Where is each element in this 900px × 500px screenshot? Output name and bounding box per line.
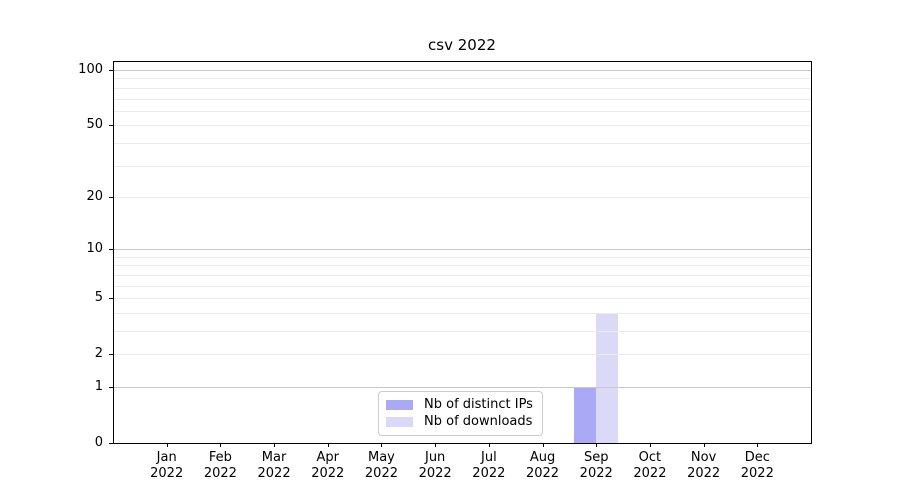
gridline-minor (113, 331, 811, 332)
y-tick-mark (109, 249, 113, 250)
gridline-minor (113, 166, 811, 167)
bar-distinct-ips-sep (574, 386, 597, 443)
y-tick-label: 5 (94, 290, 103, 306)
x-tick-mark (328, 443, 329, 447)
gridline-minor (113, 286, 811, 287)
gridline-minor (113, 354, 811, 355)
y-tick-label: 50 (86, 117, 103, 133)
gridline-major (113, 387, 811, 388)
legend-item-distinct-ips: Nb of distinct IPs (386, 397, 534, 413)
x-tick-label: May 2022 (364, 450, 398, 481)
y-tick-mark (109, 443, 113, 444)
y-tick-label: 2 (94, 346, 103, 362)
y-tick-mark (109, 298, 113, 299)
gridline-minor (113, 313, 811, 314)
x-tick-label: Nov 2022 (687, 450, 721, 481)
y-tick-label: 100 (78, 62, 103, 78)
x-tick-label: Aug 2022 (525, 450, 560, 481)
gridline-minor (113, 298, 811, 299)
x-tick-mark (167, 443, 168, 447)
y-tick-mark (109, 125, 113, 126)
downloads-swatch-icon (386, 417, 413, 427)
x-tick-mark (220, 443, 221, 447)
y-tick-mark (109, 70, 113, 71)
x-tick-mark (704, 443, 705, 447)
y-tick-label: 0 (94, 435, 103, 450)
x-tick-mark (757, 443, 758, 447)
gridline-minor (113, 257, 811, 258)
chart-title: csv 2022 (428, 36, 496, 54)
x-tick-label: Apr 2022 (311, 450, 345, 481)
x-tick-mark (489, 443, 490, 447)
x-tick-mark (596, 443, 597, 447)
x-tick-label: Jan 2022 (150, 450, 184, 481)
gridline-minor (113, 265, 811, 266)
x-tick-label: Dec 2022 (740, 450, 774, 481)
gridline-major (113, 70, 811, 71)
gridline-minor (113, 143, 811, 144)
y-tick-mark (109, 354, 113, 355)
gridline-minor (113, 197, 811, 198)
gridline-major (113, 249, 811, 250)
x-tick-mark (543, 443, 544, 447)
gridline-minor (113, 88, 811, 89)
bar-downloads-sep (596, 312, 619, 443)
legend-label-distinct-ips: Nb of distinct IPs (424, 397, 533, 412)
gridline-minor (113, 99, 811, 100)
y-tick-label: 1 (94, 378, 103, 394)
y-tick-mark (109, 387, 113, 388)
legend: Nb of distinct IPs Nb of downloads (378, 391, 543, 436)
distinct-ips-swatch-icon (386, 400, 413, 410)
x-tick-mark (274, 443, 275, 447)
x-tick-label: Sep 2022 (579, 450, 613, 481)
x-tick-label: Jun 2022 (418, 450, 452, 481)
gridline-minor (113, 111, 811, 112)
x-tick-mark (435, 443, 436, 447)
y-tick-label: 20 (86, 188, 103, 204)
x-tick-label: Mar 2022 (257, 450, 291, 481)
x-tick-mark (381, 443, 382, 447)
x-tick-label: Jul 2022 (472, 450, 506, 481)
legend-label-downloads: Nb of downloads (424, 414, 533, 429)
gridline-minor (113, 275, 811, 276)
legend-item-downloads: Nb of downloads (386, 414, 534, 430)
x-tick-mark (650, 443, 651, 447)
y-tick-mark (109, 197, 113, 198)
x-tick-label: Oct 2022 (633, 450, 667, 481)
gridline-minor (113, 125, 811, 126)
x-tick-label: Feb 2022 (203, 450, 237, 481)
y-tick-label: 10 (86, 241, 103, 257)
gridline-minor (113, 78, 811, 79)
